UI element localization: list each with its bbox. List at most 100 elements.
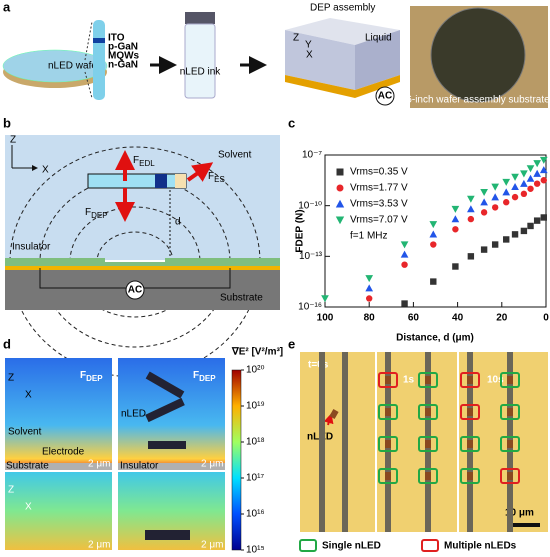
data-point bbox=[520, 227, 528, 235]
y-tick-label: 10⁻⁷ bbox=[302, 150, 322, 161]
panel-title: FDEP bbox=[193, 370, 216, 383]
nled bbox=[467, 440, 473, 448]
legend-label: Single nLED bbox=[322, 541, 381, 552]
x-tick-label: 0 bbox=[543, 313, 549, 324]
nled-layer bbox=[155, 174, 167, 188]
arrow bbox=[323, 413, 334, 426]
colorbar-tick-label: 10¹⁵ bbox=[246, 545, 265, 556]
layer-label: MQWs bbox=[108, 51, 140, 62]
colorbar-tick-label: 10¹⁷ bbox=[246, 473, 264, 484]
box bbox=[460, 372, 480, 388]
zoom-line bbox=[84, 21, 93, 61]
data-point bbox=[540, 214, 547, 221]
field-map bbox=[118, 358, 225, 470]
data-point bbox=[520, 190, 528, 198]
nled-label: nLED bbox=[121, 409, 146, 420]
electrode bbox=[5, 266, 280, 270]
data-point bbox=[520, 179, 528, 187]
data-point bbox=[451, 205, 460, 213]
panel-e: e t=0s 1s 10s nLED 10 μm Single nLEDMult… bbox=[288, 336, 548, 552]
assembly-label: DEP assembly bbox=[310, 3, 375, 14]
solvent-label: Solvent bbox=[8, 427, 42, 438]
substrate bbox=[118, 463, 225, 470]
data-point bbox=[539, 166, 548, 174]
axis: X bbox=[306, 50, 313, 61]
time-label: 10s bbox=[487, 375, 504, 386]
f: F bbox=[85, 207, 91, 218]
force-label: FES bbox=[208, 171, 225, 184]
nled bbox=[385, 408, 391, 416]
box bbox=[418, 372, 438, 388]
nled bbox=[425, 472, 431, 480]
box bbox=[378, 436, 398, 452]
sub: DEP bbox=[86, 374, 103, 383]
field-map bbox=[5, 358, 112, 470]
axis: Z bbox=[8, 485, 14, 496]
box bbox=[460, 468, 480, 484]
box bbox=[500, 404, 520, 420]
data-point bbox=[491, 183, 500, 191]
plot-frame bbox=[324, 154, 547, 308]
data-point bbox=[503, 236, 510, 243]
box bbox=[460, 404, 480, 420]
data-point bbox=[502, 188, 511, 196]
liquid-label: Liquid bbox=[365, 33, 392, 44]
axis: Z bbox=[10, 135, 16, 146]
liquid-front bbox=[285, 30, 355, 90]
data-point bbox=[452, 226, 459, 233]
colorbar-tick-label: 10²⁰ bbox=[246, 365, 264, 376]
data-point bbox=[526, 174, 535, 182]
solvent bbox=[5, 135, 280, 260]
scale-label: 2 μm bbox=[201, 459, 223, 470]
force-label: FEDL bbox=[133, 155, 155, 168]
force-arrow bbox=[186, 162, 214, 182]
wafer bbox=[2, 49, 108, 83]
panel-d: d Z X Z X FDEP FDEP Solvent Electrode Su… bbox=[3, 336, 283, 550]
nled bbox=[425, 408, 431, 416]
data-point bbox=[511, 173, 519, 181]
panel-c: c FDEP (N) Distance, d (μm) f=1 MHz 10⁻¹… bbox=[288, 115, 549, 343]
data-point bbox=[400, 250, 409, 258]
colorbar-tick-label: 10¹⁹ bbox=[246, 401, 265, 412]
field-map bbox=[5, 472, 112, 550]
data-point bbox=[527, 185, 534, 192]
insulator bbox=[105, 262, 165, 268]
nled bbox=[329, 409, 339, 419]
ac-source bbox=[375, 86, 395, 106]
panel-a: a nLED wafer ITO p-GaN MQWs n-GaN nLED i… bbox=[2, 0, 550, 108]
data-point bbox=[511, 193, 519, 201]
nled bbox=[507, 376, 513, 384]
data-point bbox=[467, 215, 475, 223]
insulator bbox=[5, 258, 105, 268]
layer-label: p-GaN bbox=[108, 42, 138, 53]
substrate-label: Substrate bbox=[220, 293, 263, 304]
box bbox=[418, 468, 438, 484]
vial bbox=[184, 23, 216, 99]
wafer-photo bbox=[430, 7, 526, 103]
legend-marker bbox=[336, 168, 344, 176]
nanorod bbox=[93, 20, 105, 100]
box bbox=[460, 436, 480, 452]
x-axis-label: Distance, d (μm) bbox=[396, 333, 474, 344]
data-point bbox=[533, 217, 541, 224]
nled bbox=[148, 441, 186, 449]
panel-b: b Insulator Substrate AC Z X Solvent FED… bbox=[3, 115, 280, 378]
legend-label: Vrms=0.35 V bbox=[350, 167, 408, 178]
legend-marker bbox=[336, 184, 344, 192]
data-point bbox=[400, 241, 409, 249]
x-tick-label: 80 bbox=[364, 313, 376, 324]
data-point bbox=[491, 241, 499, 248]
f: F bbox=[80, 370, 86, 381]
data-point bbox=[365, 284, 374, 292]
vial-cap bbox=[185, 12, 215, 24]
force-label: FDEP bbox=[85, 207, 108, 220]
data-point bbox=[430, 278, 437, 285]
substrate bbox=[285, 75, 400, 98]
annotation: f=1 MHz bbox=[350, 231, 388, 242]
nled bbox=[145, 397, 185, 423]
insulator bbox=[165, 258, 280, 268]
electrode bbox=[319, 352, 325, 532]
data-point bbox=[511, 231, 519, 238]
data-point bbox=[540, 177, 547, 184]
insulator-label: Insulator bbox=[120, 461, 159, 472]
